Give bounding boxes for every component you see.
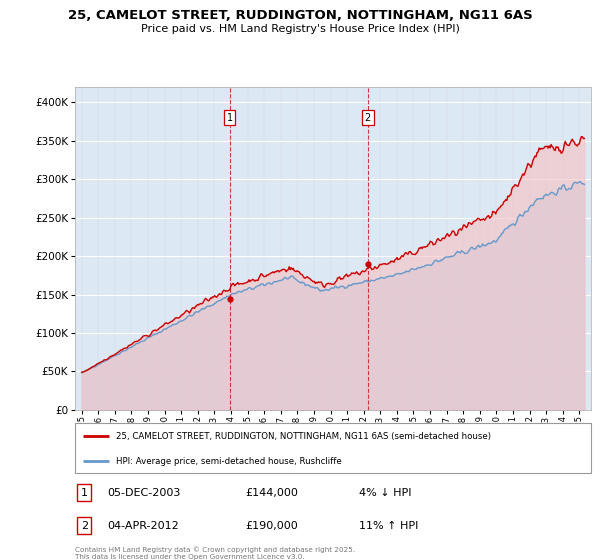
Text: £190,000: £190,000: [245, 521, 298, 531]
Text: 11% ↑ HPI: 11% ↑ HPI: [359, 521, 418, 531]
Text: 04-APR-2012: 04-APR-2012: [107, 521, 179, 531]
Text: 2: 2: [81, 521, 88, 531]
Text: 05-DEC-2003: 05-DEC-2003: [107, 488, 181, 498]
Text: 25, CAMELOT STREET, RUDDINGTON, NOTTINGHAM, NG11 6AS (semi-detached house): 25, CAMELOT STREET, RUDDINGTON, NOTTINGH…: [116, 432, 491, 441]
Text: Contains HM Land Registry data © Crown copyright and database right 2025.: Contains HM Land Registry data © Crown c…: [75, 547, 355, 553]
Text: 4% ↓ HPI: 4% ↓ HPI: [359, 488, 412, 498]
Text: Price paid vs. HM Land Registry's House Price Index (HPI): Price paid vs. HM Land Registry's House …: [140, 24, 460, 34]
Text: This data is licensed under the Open Government Licence v3.0.: This data is licensed under the Open Gov…: [75, 554, 305, 560]
Text: HPI: Average price, semi-detached house, Rushcliffe: HPI: Average price, semi-detached house,…: [116, 456, 342, 465]
Text: 25, CAMELOT STREET, RUDDINGTON, NOTTINGHAM, NG11 6AS: 25, CAMELOT STREET, RUDDINGTON, NOTTINGH…: [68, 9, 532, 22]
Text: 2: 2: [365, 113, 371, 123]
Text: 1: 1: [227, 113, 233, 123]
Text: 1: 1: [81, 488, 88, 498]
FancyBboxPatch shape: [75, 423, 591, 473]
Text: £144,000: £144,000: [245, 488, 298, 498]
